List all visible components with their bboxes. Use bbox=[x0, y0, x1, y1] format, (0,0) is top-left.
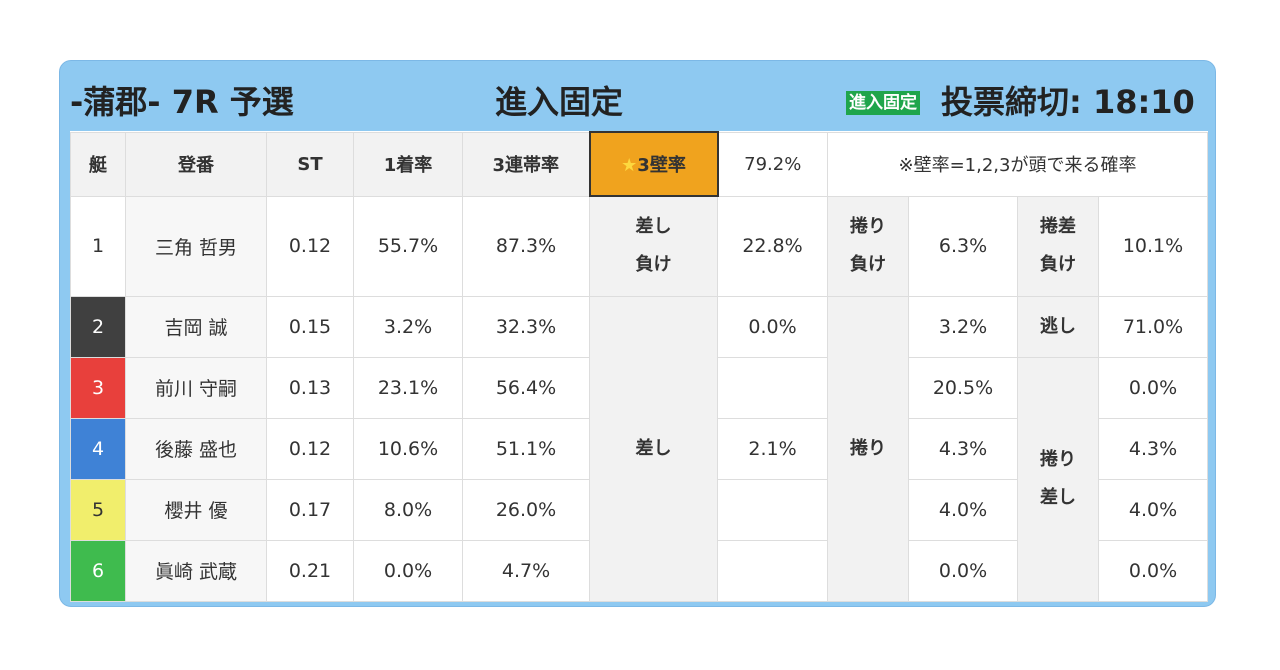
makurisashi-value: 4.0% bbox=[1098, 478, 1208, 541]
col-top3: 3連帯率 bbox=[462, 131, 590, 197]
sashi-label: 差し bbox=[589, 295, 718, 602]
makuri-label: 捲り bbox=[827, 295, 909, 602]
makurisashi-make-label: 捲差 負け bbox=[1017, 195, 1099, 297]
makuri-make-value: 6.3% bbox=[908, 195, 1018, 297]
start-timing: 0.21 bbox=[266, 539, 354, 602]
start-timing: 0.12 bbox=[266, 195, 354, 297]
win-rate: 23.1% bbox=[353, 356, 463, 419]
star-icon: ★ bbox=[621, 155, 638, 176]
start-timing: 0.13 bbox=[266, 356, 354, 419]
racer-name: 後藤 盛也 bbox=[125, 417, 267, 480]
nige-value: 71.0% bbox=[1098, 295, 1208, 358]
makuri-value: 4.0% bbox=[908, 478, 1018, 541]
racer-name: 眞崎 武蔵 bbox=[125, 539, 267, 602]
makuri-value: 3.2% bbox=[908, 295, 1018, 358]
win-rate: 0.0% bbox=[353, 539, 463, 602]
col-win1: 1着率 bbox=[353, 131, 463, 197]
race-stats-table: 艇 登番 ST 1着率 3連帯率 ★3壁率 79.2% ※壁率=1,2,3が頭で… bbox=[70, 131, 1208, 602]
sashi-value: 2.1% bbox=[717, 417, 828, 480]
table-row: 6 眞崎 武蔵 0.21 0.0% 4.7% 0.0% 0.0% bbox=[70, 539, 1208, 602]
col-boat: 艇 bbox=[70, 131, 126, 197]
boat-number: 1 bbox=[70, 195, 126, 297]
vote-deadline: 投票締切: 18:10 bbox=[941, 83, 1195, 121]
top3-rate: 56.4% bbox=[462, 356, 590, 419]
makuri-value: 0.0% bbox=[908, 539, 1018, 602]
top3-rate: 4.7% bbox=[462, 539, 590, 602]
wall-rate-header: ★3壁率 bbox=[588, 131, 719, 197]
makuri-make-label: 捲り 負け bbox=[827, 195, 909, 297]
makuri-value: 20.5% bbox=[908, 356, 1018, 419]
win-rate: 8.0% bbox=[353, 478, 463, 541]
sashi-make-value: 22.8% bbox=[717, 195, 828, 297]
sashi-value bbox=[717, 356, 828, 419]
start-timing: 0.12 bbox=[266, 417, 354, 480]
table-row: 4 後藤 盛也 0.12 10.6% 51.1% 2.1% 4.3% 4.3% bbox=[70, 417, 1208, 480]
race-title: -蒲郡- 7R 予選 bbox=[70, 83, 294, 121]
table-row: 2 吉岡 誠 0.15 3.2% 32.3% 差し 0.0% 捲り 3.2% 逃… bbox=[70, 295, 1208, 602]
table-row: 5 櫻井 優 0.17 8.0% 26.0% 4.0% 4.0% bbox=[70, 478, 1208, 541]
makurisashi-label: 捲り 差し bbox=[1017, 356, 1099, 602]
table-header-row: 艇 登番 ST 1着率 3連帯率 ★3壁率 79.2% ※壁率=1,2,3が頭で… bbox=[70, 131, 1208, 197]
sashi-value bbox=[717, 478, 828, 541]
win-rate: 10.6% bbox=[353, 417, 463, 480]
course-fixed-badge: 進入固定 bbox=[846, 91, 920, 115]
race-card: -蒲郡- 7R 予選 進入固定 進入固定 投票締切: 18:10 艇 登番 ST… bbox=[59, 60, 1216, 607]
course-fixed-title: 進入固定 bbox=[495, 83, 624, 121]
makurisashi-value: 0.0% bbox=[1098, 539, 1208, 602]
col-st: ST bbox=[266, 131, 354, 197]
makuri-value: 4.3% bbox=[908, 417, 1018, 480]
makurisashi-value: 0.0% bbox=[1098, 356, 1208, 419]
boat-number: 4 bbox=[70, 417, 126, 480]
top3-rate: 26.0% bbox=[462, 478, 590, 541]
sashi-value: 0.0% bbox=[717, 295, 828, 358]
wall-rate-note: ※壁率=1,2,3が頭で来る確率 bbox=[827, 131, 1208, 197]
table-row: 1 三角 哲男 0.12 55.7% 87.3% 差し 負け 22.8% 捲り 負け… bbox=[70, 195, 1208, 297]
sashi-make-label: 差し 負け bbox=[589, 195, 718, 297]
sashi-value bbox=[717, 539, 828, 602]
top3-rate: 87.3% bbox=[462, 195, 590, 297]
top3-rate: 32.3% bbox=[462, 295, 590, 358]
win-rate: 55.7% bbox=[353, 195, 463, 297]
col-reg: 登番 bbox=[125, 131, 267, 197]
makurisashi-make-value: 10.1% bbox=[1098, 195, 1208, 297]
race-header: -蒲郡- 7R 予選 進入固定 進入固定 投票締切: 18:10 bbox=[60, 61, 1215, 131]
boat-number: 6 bbox=[70, 539, 126, 602]
racer-name: 三角 哲男 bbox=[125, 195, 267, 297]
win-rate: 3.2% bbox=[353, 295, 463, 358]
top3-rate: 51.1% bbox=[462, 417, 590, 480]
start-timing: 0.15 bbox=[266, 295, 354, 358]
table-row: 3 前川 守嗣 0.13 23.1% 56.4% 20.5% 捲り 差し 0.0% bbox=[70, 356, 1208, 602]
boat-number: 2 bbox=[70, 295, 126, 358]
wall-rate-value: 79.2% bbox=[717, 131, 828, 197]
wall-rate-label: 3壁率 bbox=[637, 155, 686, 176]
racer-name: 櫻井 優 bbox=[125, 478, 267, 541]
start-timing: 0.17 bbox=[266, 478, 354, 541]
makurisashi-value: 4.3% bbox=[1098, 417, 1208, 480]
racer-name: 吉岡 誠 bbox=[125, 295, 267, 358]
boat-number: 3 bbox=[70, 356, 126, 419]
nige-label: 逃し bbox=[1017, 295, 1099, 358]
boat-number: 5 bbox=[70, 478, 126, 541]
racer-name: 前川 守嗣 bbox=[125, 356, 267, 419]
